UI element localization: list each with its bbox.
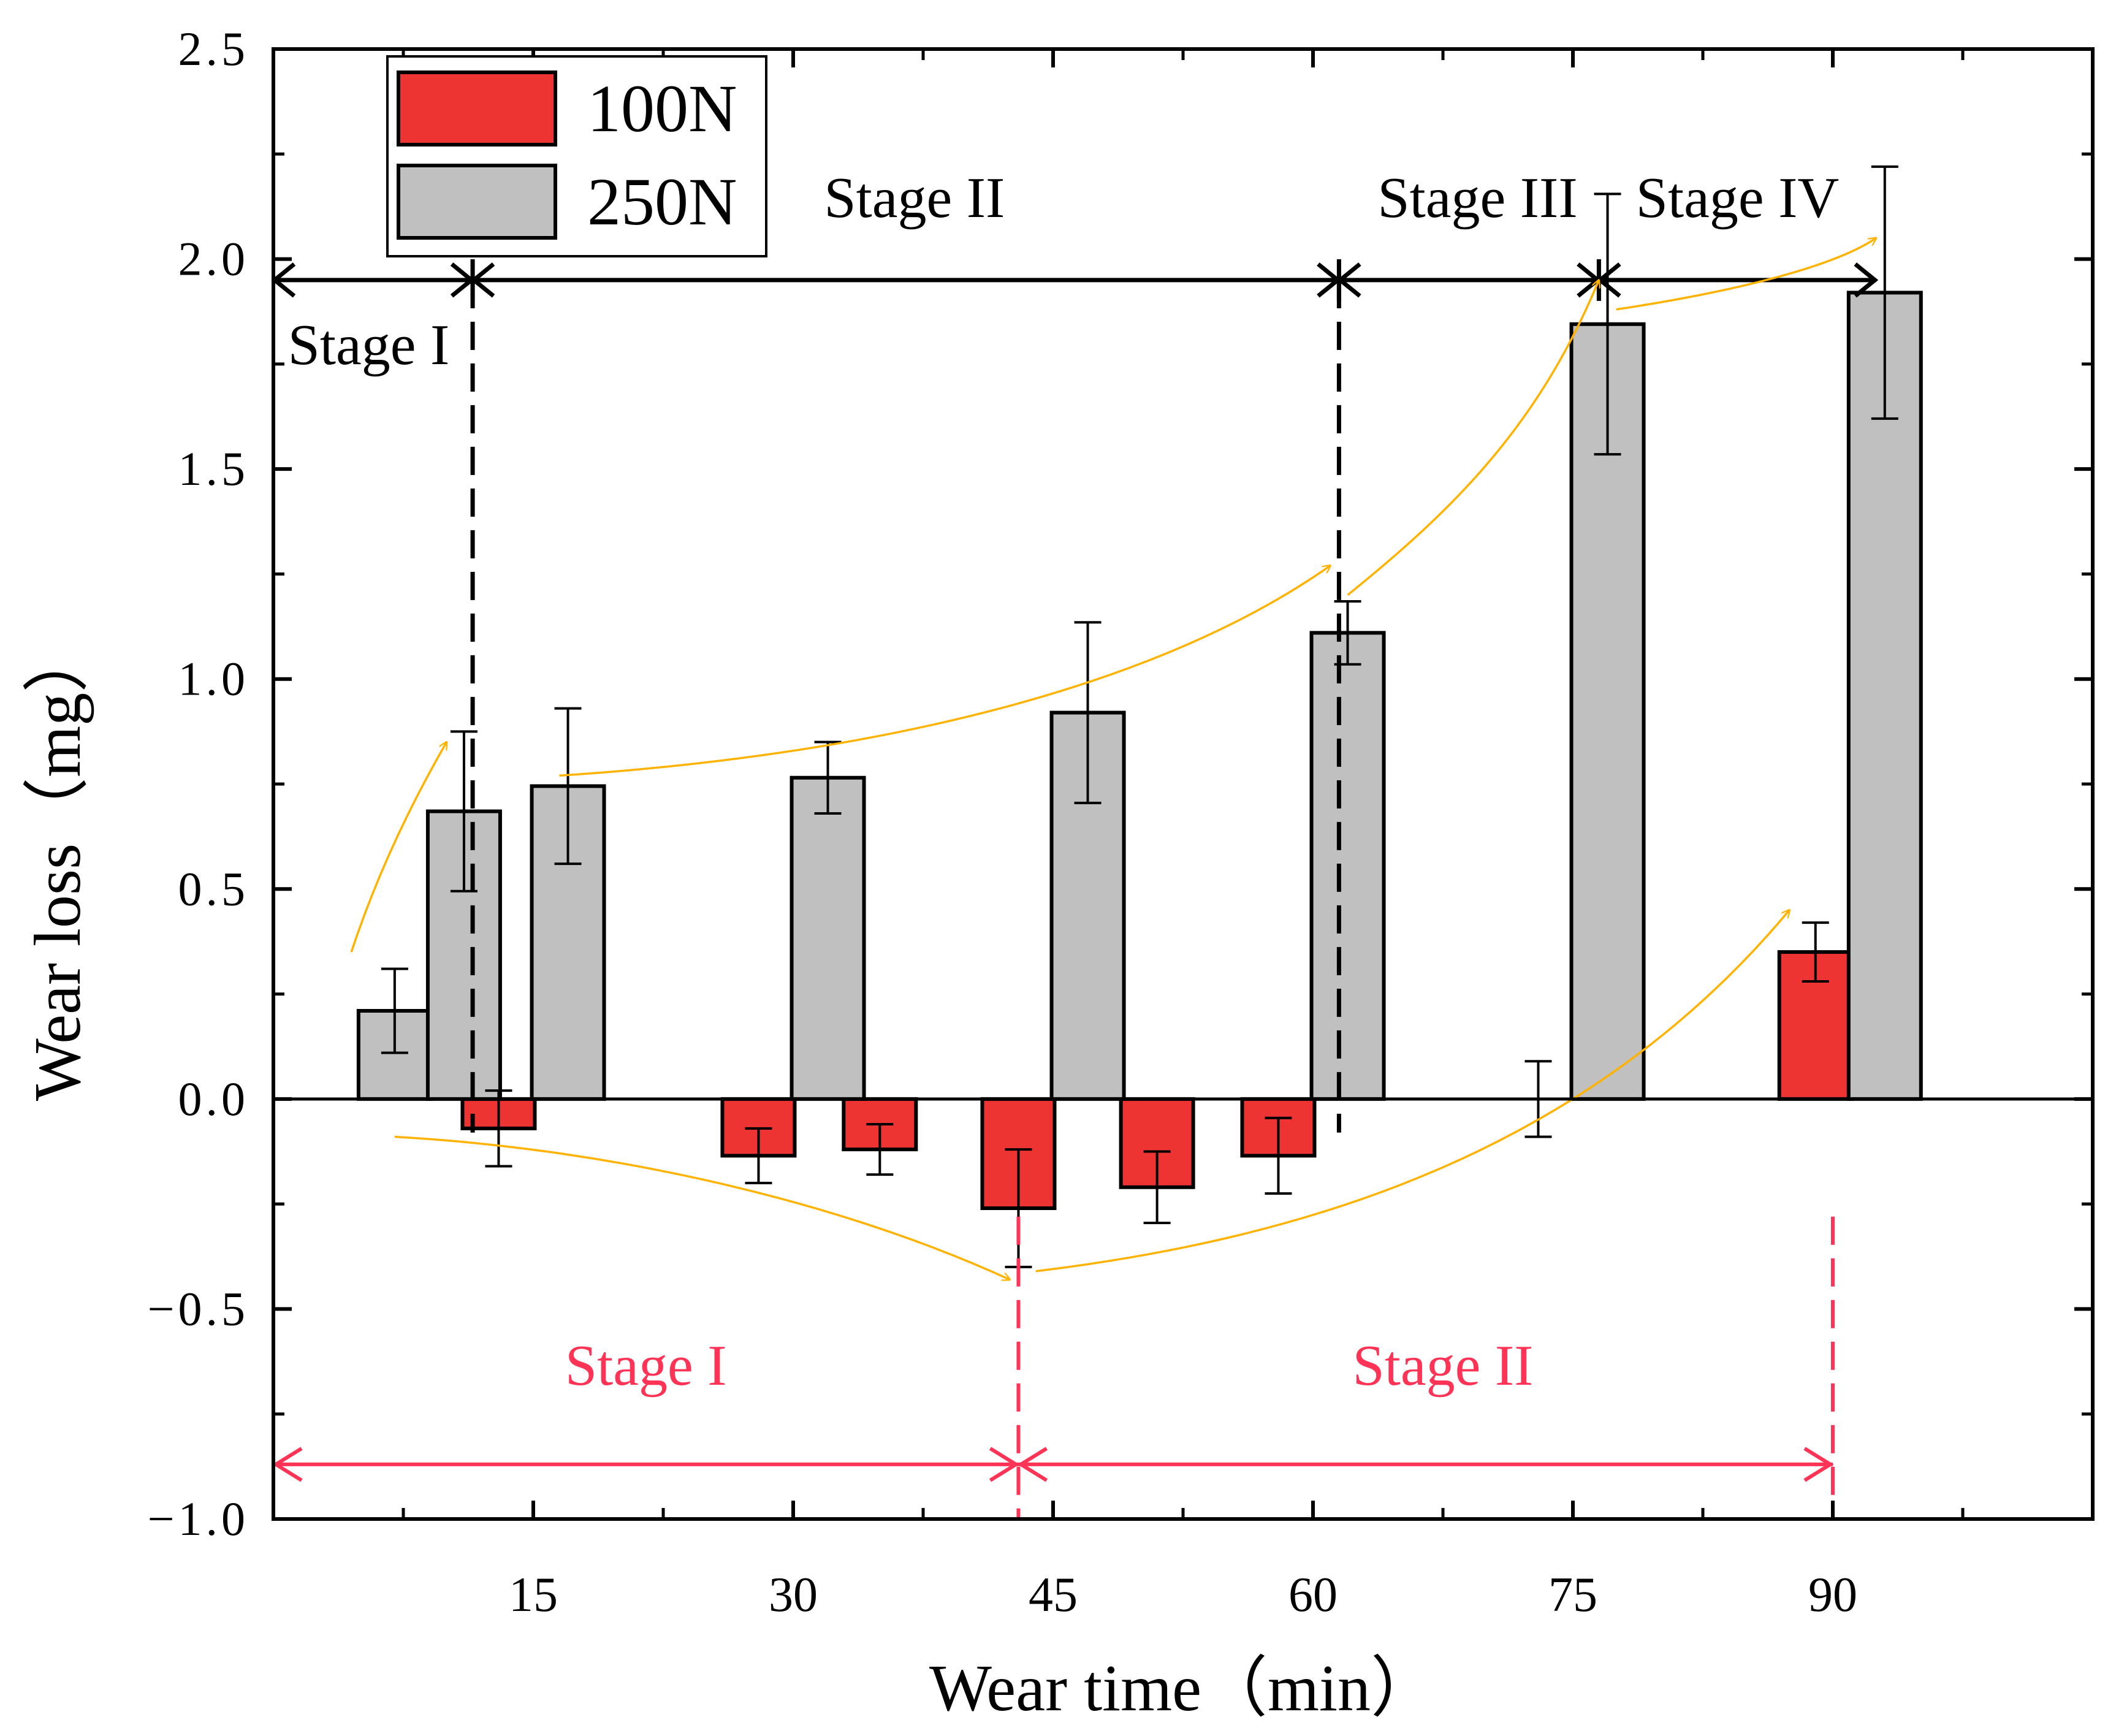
black-stage-label-0: Stage I bbox=[288, 313, 450, 377]
legend-label-250n: 250N bbox=[587, 164, 737, 239]
trend-arrow-100n-stage1 bbox=[394, 1135, 1010, 1280]
black-stage-label-1: Stage II bbox=[824, 166, 1005, 230]
x-tick-label: 60 bbox=[1288, 1568, 1338, 1622]
x-tick-label: 75 bbox=[1548, 1568, 1597, 1622]
legend-swatch-100n bbox=[397, 70, 557, 147]
y-tick-label: 0.5 bbox=[178, 862, 249, 915]
y-tick-label: 0.0 bbox=[178, 1072, 249, 1125]
legend-swatch-250n bbox=[397, 164, 557, 240]
trend-arrow-250n-stage3 bbox=[1347, 280, 1599, 596]
trend-arrow-250n-stage1 bbox=[350, 742, 446, 953]
plot-frame bbox=[272, 47, 2095, 1521]
trend-arrow-250n-stage4 bbox=[1616, 238, 1876, 311]
red-stage-label-0: Stage I bbox=[565, 1334, 727, 1398]
bar-250n-5 bbox=[1309, 631, 1386, 1101]
y-tick-label: 1.0 bbox=[178, 652, 249, 706]
x-tick-label: 45 bbox=[1029, 1568, 1078, 1622]
x-tick-label: 90 bbox=[1808, 1568, 1857, 1622]
bar-250n-3 bbox=[790, 775, 866, 1101]
y-tick-label: 2.5 bbox=[178, 22, 249, 75]
red-arrowhead-left-1 bbox=[989, 1447, 1020, 1482]
trend-arrow-250n-stage2 bbox=[559, 566, 1330, 777]
trend-arrow-100n-stage2 bbox=[1035, 910, 1790, 1273]
y-tick-label: 1.5 bbox=[178, 442, 249, 495]
y-axis-title: Wear loss（mg） bbox=[21, 626, 94, 1101]
x-tick-label: 30 bbox=[769, 1568, 818, 1622]
red-arrowhead-right-1 bbox=[1017, 1447, 1048, 1482]
red-stage-label-1: Stage II bbox=[1353, 1334, 1534, 1398]
x-axis-title: Wear time（min） bbox=[929, 1652, 1437, 1725]
black-arrowhead-left-4 bbox=[1854, 262, 1879, 298]
legend-label-100n: 100N bbox=[587, 71, 737, 146]
black-stage-label-3: Stage IV bbox=[1636, 166, 1840, 230]
y-tick-label: −1.0 bbox=[148, 1492, 249, 1545]
y-tick-label: −0.5 bbox=[148, 1282, 249, 1335]
x-tick-label: 15 bbox=[509, 1568, 558, 1622]
y-tick-label: 2.0 bbox=[178, 232, 249, 286]
black-stage-label-2: Stage III bbox=[1377, 166, 1577, 230]
red-arrowhead-right-0 bbox=[272, 1447, 303, 1482]
red-arrowhead-left-2 bbox=[1803, 1447, 1834, 1482]
